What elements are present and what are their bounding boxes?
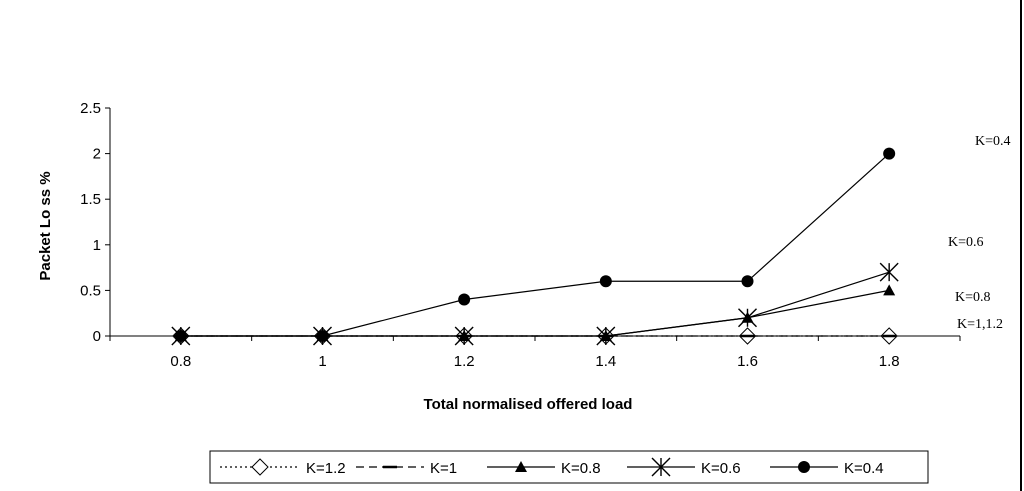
legend-item-k-0-8: K=0.8 (487, 460, 601, 477)
legend-label: K=0.8 (561, 460, 601, 477)
x-tick-label: 1.8 (879, 353, 900, 370)
data-point-k-0-6 (879, 262, 899, 282)
data-point-k-0-4 (174, 330, 187, 342)
series-line-k-0-8 (180, 289, 890, 337)
x-tick-label: 1 (318, 353, 326, 370)
series-k-0-4 (174, 147, 896, 342)
y-tick-label: 1 (93, 237, 101, 254)
annotation-label: K=0.8 (955, 290, 991, 305)
legend-swatch-marker (251, 458, 269, 476)
y-axis-title: Packet Lo ss % (37, 171, 54, 280)
legend-item-k-0-6: K=0.6 (627, 457, 741, 477)
data-point-k-0-4 (458, 293, 471, 306)
data-point-k-0-4 (599, 275, 612, 288)
legend-swatch-marker (515, 461, 527, 472)
data-point-k-0-6 (454, 326, 474, 346)
data-point-k-0-4 (316, 330, 329, 342)
y-tick-label: 0.5 (80, 282, 101, 299)
legend-item-k-1-2: K=1.2 (220, 458, 346, 477)
legend-label: K=1 (430, 460, 457, 477)
legend-item-k-1: K=1 (356, 460, 457, 477)
series-line-k-0-4 (180, 153, 890, 337)
x-tick-label: 1.2 (454, 353, 475, 370)
legend-label: K=0.4 (844, 460, 884, 477)
x-tick-labels: 0.8 1 1.2 1.4 1.6 1.8 (170, 353, 899, 370)
x-axis-title: Total normalised offered load (424, 396, 633, 413)
series-k-0-6 (171, 262, 899, 346)
legend: K=1.2 K=1 K=0.8 K=0.6 K=0.4 (209, 450, 929, 484)
data-point-k-0-6 (596, 326, 616, 346)
data-point-k-0-6 (738, 308, 757, 328)
x-tick-label: 0.8 (170, 353, 191, 370)
y-tick-label: 2.5 (80, 100, 101, 117)
legend-swatch-marker (651, 457, 671, 477)
legend-item-k-0-4: K=0.4 (770, 460, 884, 477)
legend-label: K=1.2 (306, 460, 346, 477)
y-tick-label: 1.5 (80, 191, 101, 208)
data-point-k-0-8 (883, 284, 896, 296)
legend-items: K=1.2 K=1 K=0.8 K=0.6 K=0.4 (220, 457, 884, 477)
series-k-0-8 (174, 284, 896, 341)
y-tick-labels: 0 0.5 1 1.5 2 2.5 (80, 100, 101, 345)
annotation-label: K=0.4 (975, 134, 1011, 149)
legend-label: K=0.6 (701, 460, 741, 477)
annotation-label: K=1,1.2 (957, 317, 1003, 332)
y-tick-label: 2 (93, 146, 101, 163)
annotation-label: K=0.6 (948, 235, 984, 250)
axes (105, 107, 961, 341)
data-point-k-0-4 (741, 275, 754, 288)
x-tick-label: 1.6 (737, 353, 758, 370)
data-point-k-0-4 (883, 147, 896, 160)
legend-swatch-marker (798, 461, 810, 473)
series-layer (171, 147, 899, 346)
series-line-k-0-6 (180, 271, 890, 337)
annotations: K=0.4 K=0.6 K=0.8 K=1,1.2 (948, 134, 1011, 332)
x-tick-label: 1.4 (595, 353, 616, 370)
y-tick-label: 0 (93, 328, 101, 345)
